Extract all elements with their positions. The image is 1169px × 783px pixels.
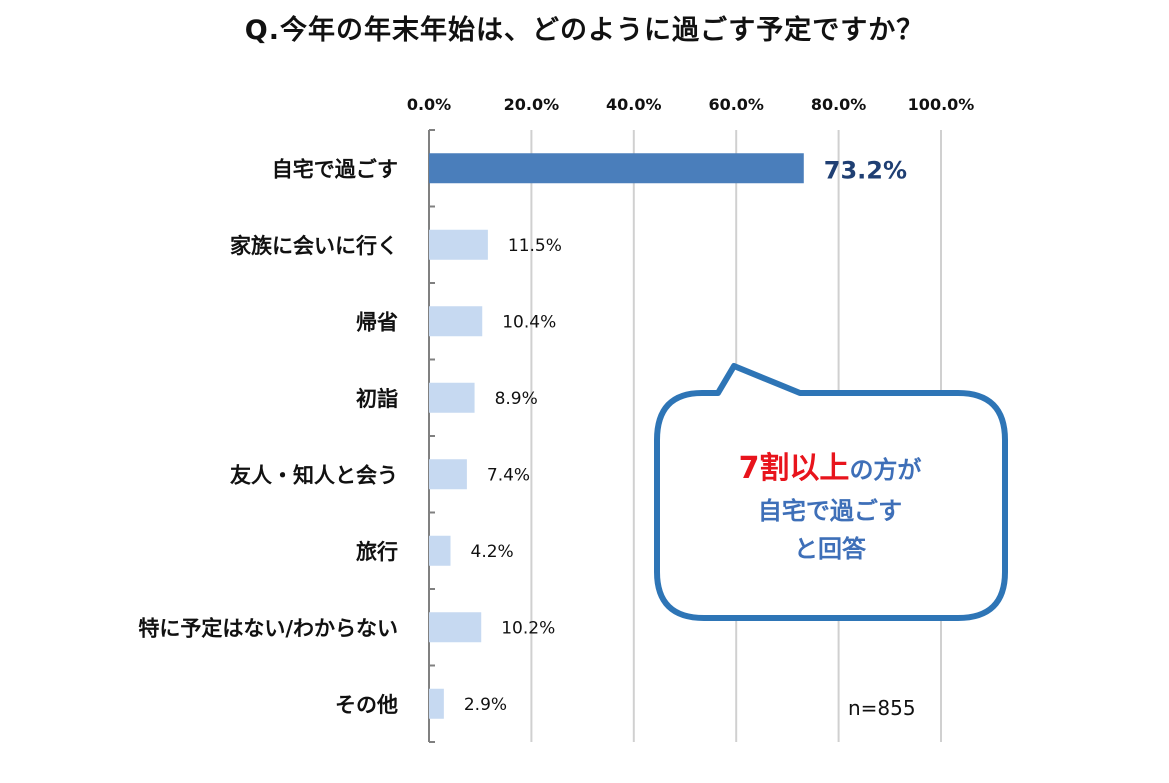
data-label: 2.9% (464, 695, 507, 715)
x-tick-label: 60.0% (708, 95, 764, 114)
category-label: 特に予定はない/わからない (138, 616, 398, 640)
x-tick-label: 80.0% (811, 95, 867, 114)
bar (429, 535, 451, 566)
data-label: 10.4% (502, 312, 556, 332)
category-label: 友人・知人と会う (230, 463, 398, 487)
bar (429, 229, 488, 260)
callout-line3: と回答 (794, 535, 866, 563)
category-label: 初詣 (356, 387, 398, 411)
category-label: 家族に会いに行く (230, 234, 398, 258)
data-label: 73.2% (824, 156, 907, 184)
data-label: 10.2% (501, 618, 555, 638)
bar (429, 688, 444, 719)
category-label: 自宅で過ごす (272, 157, 398, 181)
category-label: 帰省 (356, 310, 398, 334)
category-label: その他 (335, 693, 398, 717)
callout-rest: の方が (849, 456, 922, 484)
callout-highlight: 7割以上 (738, 451, 850, 486)
callout-bubble (654, 363, 1008, 621)
callout-line2: 自宅で過ごす (757, 497, 903, 525)
bar (429, 459, 467, 490)
sample-size-note: n=855 (848, 696, 916, 720)
x-tick-label: 20.0% (504, 95, 560, 114)
data-label: 8.9% (495, 389, 538, 409)
x-tick-label: 40.0% (606, 95, 662, 114)
data-label: 4.2% (471, 542, 514, 562)
bar (429, 153, 804, 184)
callout-text: 7割以上の方が 自宅で過ごす と回答 (660, 450, 1000, 568)
chart-title: Q.今年の年末年始は、どのように過ごす予定ですか？ (244, 15, 925, 46)
bar (429, 306, 483, 337)
x-tick-label: 100.0% (908, 95, 975, 114)
category-label: 旅行 (356, 540, 398, 564)
data-label: 11.5% (508, 236, 562, 256)
bar (429, 612, 482, 643)
data-label: 7.4% (487, 465, 530, 485)
x-tick-label: 0.0% (407, 95, 451, 114)
bar (429, 382, 475, 413)
